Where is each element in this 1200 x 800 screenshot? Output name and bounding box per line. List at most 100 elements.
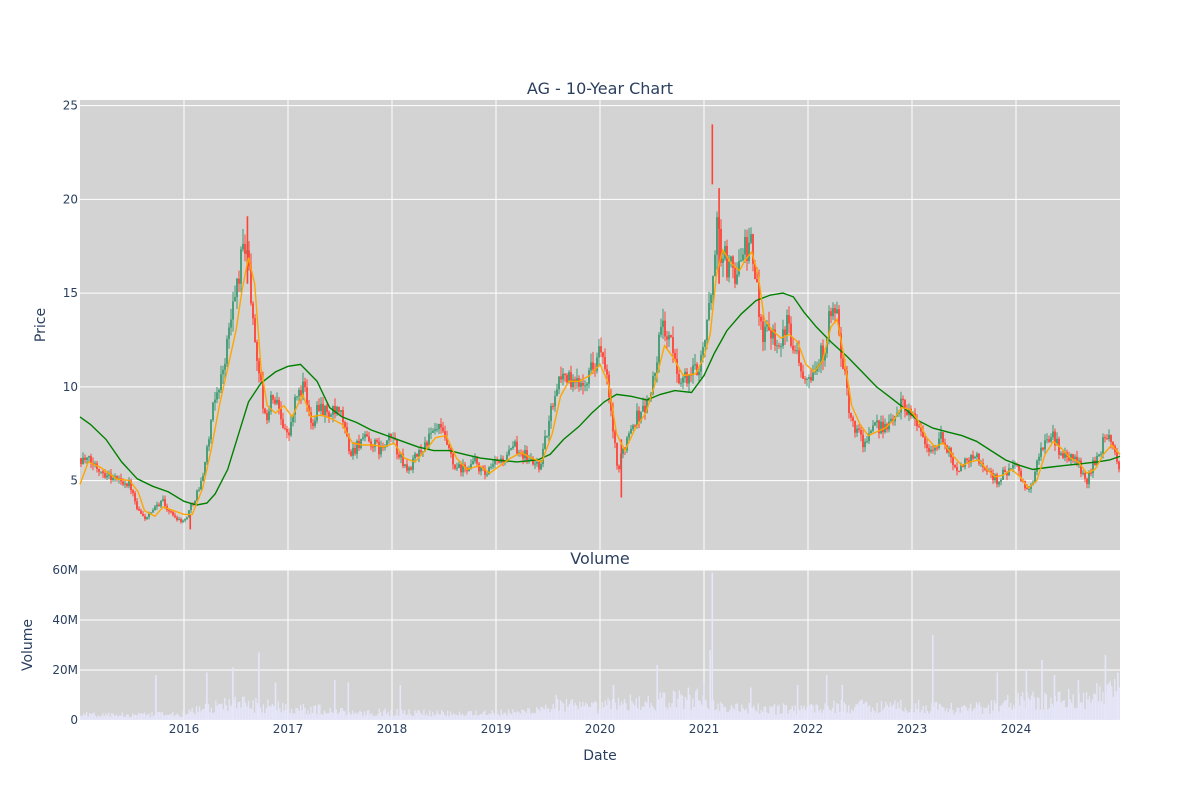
candle-body [234, 297, 236, 302]
volume-bar [723, 707, 725, 720]
long-moving-average-line[interactable] [79, 292, 1121, 506]
volume-spike-bar [687, 687, 690, 720]
volume-bar [764, 706, 767, 720]
volume-bar [400, 709, 403, 720]
volume-bar [151, 712, 153, 720]
candle-body [990, 470, 992, 474]
candle-body [432, 430, 434, 433]
volume-bar [359, 710, 361, 720]
volume-bar [1042, 709, 1045, 720]
candle-body [318, 404, 320, 411]
candle-body [260, 373, 262, 381]
volume-bar [968, 708, 970, 720]
price-gridlines [80, 100, 1120, 550]
volume-bar [1059, 691, 1061, 720]
volume-bar [885, 701, 887, 720]
candle-body [840, 333, 842, 359]
candle-body [986, 469, 988, 472]
volume-bar [868, 705, 871, 720]
candle-body [742, 254, 744, 261]
volume-bar [430, 716, 432, 720]
candle-body [1072, 454, 1074, 460]
volume-bar [788, 710, 791, 720]
candle-body [288, 432, 290, 436]
volume-bar [594, 701, 596, 720]
candle-body [102, 471, 104, 474]
candle-body [320, 403, 322, 411]
volume-bar [739, 712, 741, 720]
candle-body [546, 435, 548, 437]
volume-bar [617, 697, 620, 720]
candle-body [734, 267, 736, 284]
volume-bar [775, 714, 777, 720]
short-moving-average-line[interactable] [79, 248, 1121, 518]
volume-bar [157, 711, 159, 720]
candle-body [512, 446, 514, 449]
candle-body [458, 464, 460, 468]
candle-body [536, 461, 538, 464]
candle-body [890, 418, 892, 422]
volume-bar [105, 713, 107, 720]
volume-bar [858, 701, 860, 720]
candle-body [1098, 454, 1100, 457]
volume-bars[interactable] [80, 572, 1120, 721]
candle-body [484, 468, 486, 475]
volume-bar [1068, 688, 1070, 720]
candle-body [372, 446, 374, 448]
volume-bar [860, 700, 862, 720]
candle-body [252, 303, 254, 319]
volume-bar [601, 701, 603, 720]
volume-bar [742, 708, 744, 720]
volume-bar [149, 717, 152, 720]
volume-bar [900, 699, 902, 720]
candle-body [748, 242, 750, 261]
volume-bar [652, 706, 654, 720]
volume-bar [316, 714, 318, 720]
candle-body [1028, 488, 1030, 490]
volume-bar [787, 713, 789, 720]
volume-bar [288, 707, 290, 720]
candle-body [306, 387, 308, 406]
candle-body [384, 446, 386, 448]
volume-bar [961, 706, 963, 720]
volume-bar [839, 711, 841, 720]
volume-bar [261, 712, 263, 720]
volume-bar [1050, 697, 1052, 720]
volume-bar [354, 712, 357, 720]
candle-body [780, 345, 782, 347]
candle-body [334, 405, 336, 414]
candle-body [386, 440, 388, 447]
candle-body [580, 382, 582, 387]
volume-bar [894, 700, 896, 720]
candle-body [474, 457, 476, 462]
candle-body [770, 330, 772, 339]
volume-bar [928, 713, 930, 720]
price-candlesticks[interactable] [80, 124, 1120, 530]
volume-bar [276, 710, 278, 720]
volume-bar [718, 711, 721, 720]
volume-bar [448, 716, 450, 720]
candle-body [544, 436, 546, 449]
candle-body [716, 217, 718, 255]
candle-body [200, 480, 202, 490]
volume-bar [952, 710, 954, 720]
volume-bar [678, 690, 681, 720]
volume-bar [831, 707, 834, 720]
volume-bar [589, 707, 591, 720]
candle-body [514, 441, 516, 447]
candle-body [104, 473, 106, 478]
volume-bar [649, 707, 651, 720]
candle-body [182, 520, 184, 523]
volume-bar [369, 714, 372, 720]
volume-bar [714, 710, 716, 720]
volume-bar [727, 712, 730, 720]
volume-bar [393, 716, 395, 720]
volume-bar [114, 715, 116, 720]
candle-body [584, 385, 586, 387]
candle-body [122, 481, 124, 485]
volume-bar [962, 705, 964, 720]
candle-body [174, 515, 176, 518]
candle-body [336, 406, 338, 414]
candle-body [126, 483, 128, 487]
volume-bar [236, 708, 238, 720]
